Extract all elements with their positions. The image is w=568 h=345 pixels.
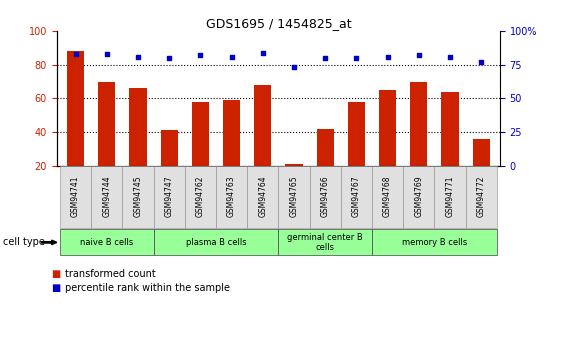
Bar <box>130 88 147 166</box>
Point <box>477 59 486 65</box>
Bar <box>254 85 272 166</box>
Bar <box>410 81 427 166</box>
Text: plasma B cells: plasma B cells <box>186 238 247 247</box>
Point <box>289 65 298 70</box>
Text: naive B cells: naive B cells <box>80 238 133 247</box>
Bar <box>316 129 334 166</box>
Bar <box>285 164 303 166</box>
Point <box>227 54 236 59</box>
Point <box>352 55 361 61</box>
Text: GSM94768: GSM94768 <box>383 176 392 217</box>
Bar <box>348 102 365 166</box>
Text: GSM94772: GSM94772 <box>477 176 486 217</box>
Text: GSM94744: GSM94744 <box>102 176 111 217</box>
Point <box>383 54 392 59</box>
Bar <box>473 139 490 166</box>
Text: ■: ■ <box>51 283 60 293</box>
Text: ■: ■ <box>51 269 60 279</box>
Text: GSM94765: GSM94765 <box>290 176 298 217</box>
Point <box>320 55 329 61</box>
Text: GSM94763: GSM94763 <box>227 176 236 217</box>
Bar <box>67 51 84 166</box>
Point <box>165 55 174 61</box>
Text: memory B cells: memory B cells <box>402 238 467 247</box>
Bar <box>192 102 209 166</box>
Text: GSM94771: GSM94771 <box>445 176 454 217</box>
Text: GSM94767: GSM94767 <box>352 176 361 217</box>
Text: GSM94762: GSM94762 <box>196 176 205 217</box>
Text: GSM94747: GSM94747 <box>165 176 174 217</box>
Bar <box>223 100 240 166</box>
Point <box>445 54 454 59</box>
Text: GSM94745: GSM94745 <box>133 176 143 217</box>
Text: GSM94764: GSM94764 <box>258 176 267 217</box>
Text: percentile rank within the sample: percentile rank within the sample <box>65 283 230 293</box>
Text: transformed count: transformed count <box>65 269 156 279</box>
Point <box>414 52 423 58</box>
Bar <box>98 81 115 166</box>
Point <box>258 50 268 55</box>
Bar <box>161 130 178 166</box>
Point <box>71 51 80 57</box>
Point <box>133 54 143 59</box>
Text: GSM94741: GSM94741 <box>71 176 80 217</box>
Title: GDS1695 / 1454825_at: GDS1695 / 1454825_at <box>206 17 351 30</box>
Bar <box>379 90 396 166</box>
Bar <box>441 91 458 166</box>
Text: GSM94766: GSM94766 <box>320 176 329 217</box>
Text: GSM94769: GSM94769 <box>414 176 423 217</box>
Text: cell type: cell type <box>3 237 45 247</box>
Text: germinal center B
cells: germinal center B cells <box>287 233 363 252</box>
Point <box>102 51 111 57</box>
Point <box>196 52 205 58</box>
